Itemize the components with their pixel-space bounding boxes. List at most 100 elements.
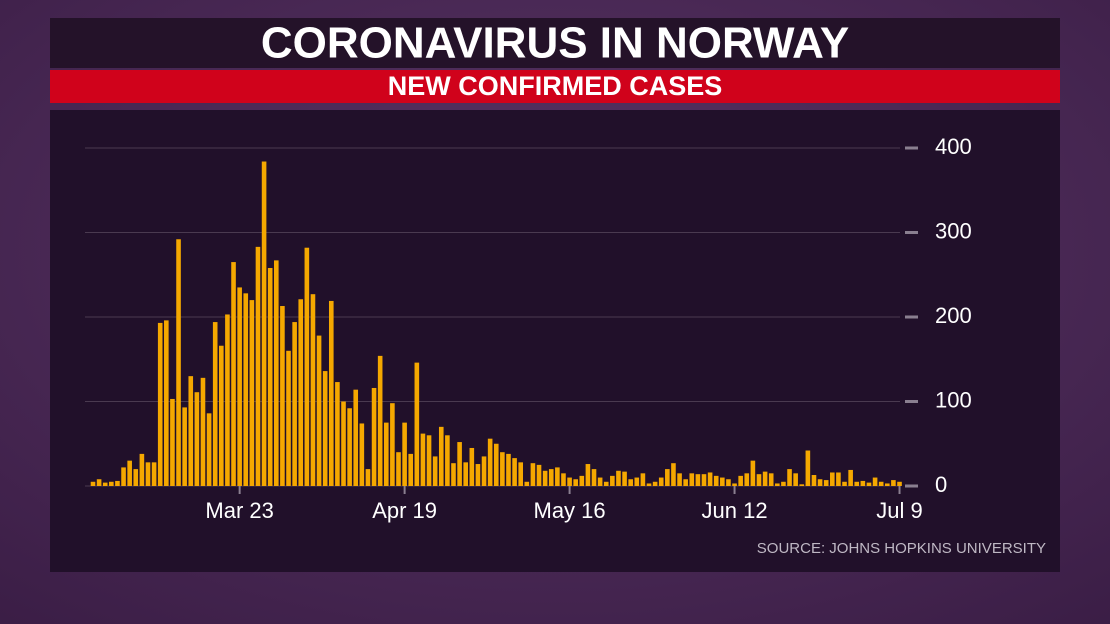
bar xyxy=(506,453,511,486)
bar xyxy=(634,477,640,486)
bar xyxy=(408,453,414,486)
bar xyxy=(665,469,670,486)
bar xyxy=(365,469,371,486)
bar xyxy=(157,322,163,486)
bar xyxy=(249,300,255,486)
bar xyxy=(561,473,566,486)
bar xyxy=(255,246,261,486)
y-tick-label: 300 xyxy=(935,218,972,243)
bar xyxy=(658,477,664,486)
y-tick-label: 200 xyxy=(935,303,972,328)
bar xyxy=(628,479,633,486)
bar xyxy=(475,464,481,486)
bar xyxy=(219,345,224,486)
bar xyxy=(194,392,200,486)
bar xyxy=(231,262,236,486)
bar xyxy=(102,482,108,486)
bar xyxy=(689,473,695,486)
bar xyxy=(274,260,279,486)
bar xyxy=(237,287,242,486)
bar xyxy=(830,472,835,486)
bar xyxy=(121,467,126,486)
bar xyxy=(897,481,902,486)
bar xyxy=(396,452,401,486)
bar xyxy=(811,475,817,486)
bar xyxy=(151,462,157,486)
bar xyxy=(359,423,365,486)
bar xyxy=(683,479,688,486)
bar xyxy=(487,438,493,486)
bar xyxy=(542,470,548,486)
bar xyxy=(145,462,151,486)
bar xyxy=(322,371,328,486)
bar xyxy=(139,453,145,486)
bar xyxy=(445,435,450,486)
bar xyxy=(836,472,841,486)
bar xyxy=(652,481,658,486)
bar xyxy=(109,481,114,486)
title-band xyxy=(50,18,1060,68)
bar xyxy=(347,408,352,486)
bar xyxy=(463,462,469,486)
bar xyxy=(793,473,798,486)
bar xyxy=(90,481,96,486)
bar xyxy=(500,452,505,486)
bar xyxy=(573,479,578,486)
bar xyxy=(420,433,426,486)
bar xyxy=(610,475,615,486)
bar xyxy=(335,382,340,486)
bar xyxy=(738,475,743,486)
bar xyxy=(377,355,383,486)
bar xyxy=(622,471,627,486)
bar xyxy=(206,413,212,486)
bar xyxy=(591,469,597,486)
bar xyxy=(823,480,829,486)
bar xyxy=(182,407,187,486)
bar xyxy=(799,484,805,486)
bar xyxy=(732,483,737,486)
bar xyxy=(817,479,823,486)
bar xyxy=(493,443,499,486)
bar xyxy=(848,469,853,486)
x-tick-label: Mar 23 xyxy=(205,498,273,523)
bar xyxy=(188,376,194,486)
bar xyxy=(885,483,890,486)
bar xyxy=(866,482,872,486)
bar xyxy=(640,473,646,486)
bar xyxy=(402,422,407,486)
bar xyxy=(292,322,297,486)
bar xyxy=(383,422,389,486)
bar xyxy=(695,474,701,486)
bar xyxy=(579,475,585,486)
bar xyxy=(414,362,420,486)
bar xyxy=(750,460,756,486)
bar xyxy=(775,483,780,486)
bar xyxy=(646,483,652,486)
bar xyxy=(854,481,860,486)
bar xyxy=(328,300,334,486)
bar xyxy=(585,464,591,486)
bar xyxy=(115,480,120,486)
bar xyxy=(524,481,530,486)
bar xyxy=(280,306,285,486)
bar xyxy=(164,320,169,486)
bar xyxy=(567,477,572,486)
bar xyxy=(872,477,878,486)
bar xyxy=(726,479,731,486)
bar xyxy=(707,472,713,486)
bar xyxy=(96,479,102,486)
bar xyxy=(133,469,139,486)
bar xyxy=(432,456,438,486)
y-tick-label: 0 xyxy=(935,472,947,497)
bar xyxy=(371,387,377,486)
bar xyxy=(261,161,267,486)
bar xyxy=(243,293,249,486)
bar xyxy=(316,335,322,486)
bar xyxy=(341,401,346,486)
plot-panel xyxy=(50,110,1060,572)
bar xyxy=(787,469,792,486)
bar xyxy=(438,426,444,486)
bar xyxy=(536,464,542,486)
